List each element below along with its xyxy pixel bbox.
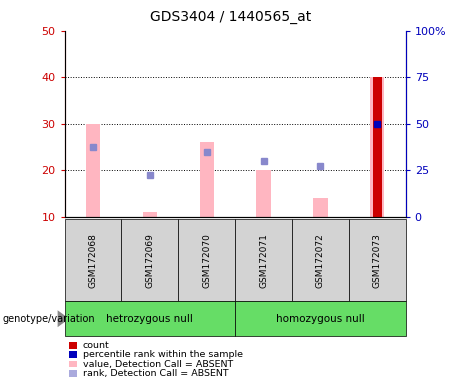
Text: homozygous null: homozygous null — [276, 314, 365, 324]
Text: hetrozygous null: hetrozygous null — [106, 314, 193, 324]
Bar — [86, 124, 100, 217]
Text: count: count — [83, 341, 110, 350]
Bar — [370, 77, 384, 217]
Text: rank, Detection Call = ABSENT: rank, Detection Call = ABSENT — [83, 369, 229, 378]
Text: genotype/variation: genotype/variation — [2, 314, 95, 324]
Bar — [256, 170, 271, 217]
Text: percentile rank within the sample: percentile rank within the sample — [83, 350, 243, 359]
Text: GSM172073: GSM172073 — [373, 233, 382, 288]
Bar — [313, 199, 327, 217]
Text: value, Detection Call = ABSENT: value, Detection Call = ABSENT — [83, 359, 233, 369]
Text: GSM172068: GSM172068 — [89, 233, 97, 288]
Polygon shape — [58, 310, 69, 327]
Text: GSM172071: GSM172071 — [259, 233, 268, 288]
Text: GSM172069: GSM172069 — [145, 233, 154, 288]
Text: GSM172070: GSM172070 — [202, 233, 211, 288]
Bar — [200, 142, 214, 217]
Text: GSM172072: GSM172072 — [316, 233, 325, 288]
Text: GDS3404 / 1440565_at: GDS3404 / 1440565_at — [150, 10, 311, 23]
Bar — [372, 77, 382, 217]
Bar — [143, 212, 157, 217]
